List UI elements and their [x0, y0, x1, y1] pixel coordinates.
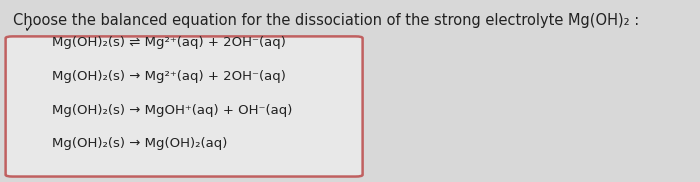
Text: Mg(OH)₂(s) → Mg²⁺(aq) + 2OH⁻(aq): Mg(OH)₂(s) → Mg²⁺(aq) + 2OH⁻(aq) [52, 70, 286, 83]
Text: Mg(OH)₂(s) → MgOH⁺(aq) + OH⁻(aq): Mg(OH)₂(s) → MgOH⁺(aq) + OH⁻(aq) [52, 104, 293, 117]
Text: Mg(OH)₂(s) → Mg(OH)₂(aq): Mg(OH)₂(s) → Mg(OH)₂(aq) [52, 137, 228, 150]
Text: ✓: ✓ [23, 22, 34, 35]
Text: Mg(OH)₂(s) ⇌ Mg²⁺(aq) + 2OH⁻(aq): Mg(OH)₂(s) ⇌ Mg²⁺(aq) + 2OH⁻(aq) [52, 36, 286, 49]
FancyBboxPatch shape [6, 36, 363, 177]
Text: Choose the balanced equation for the dissociation of the strong electrolyte Mg(O: Choose the balanced equation for the dis… [13, 13, 639, 28]
